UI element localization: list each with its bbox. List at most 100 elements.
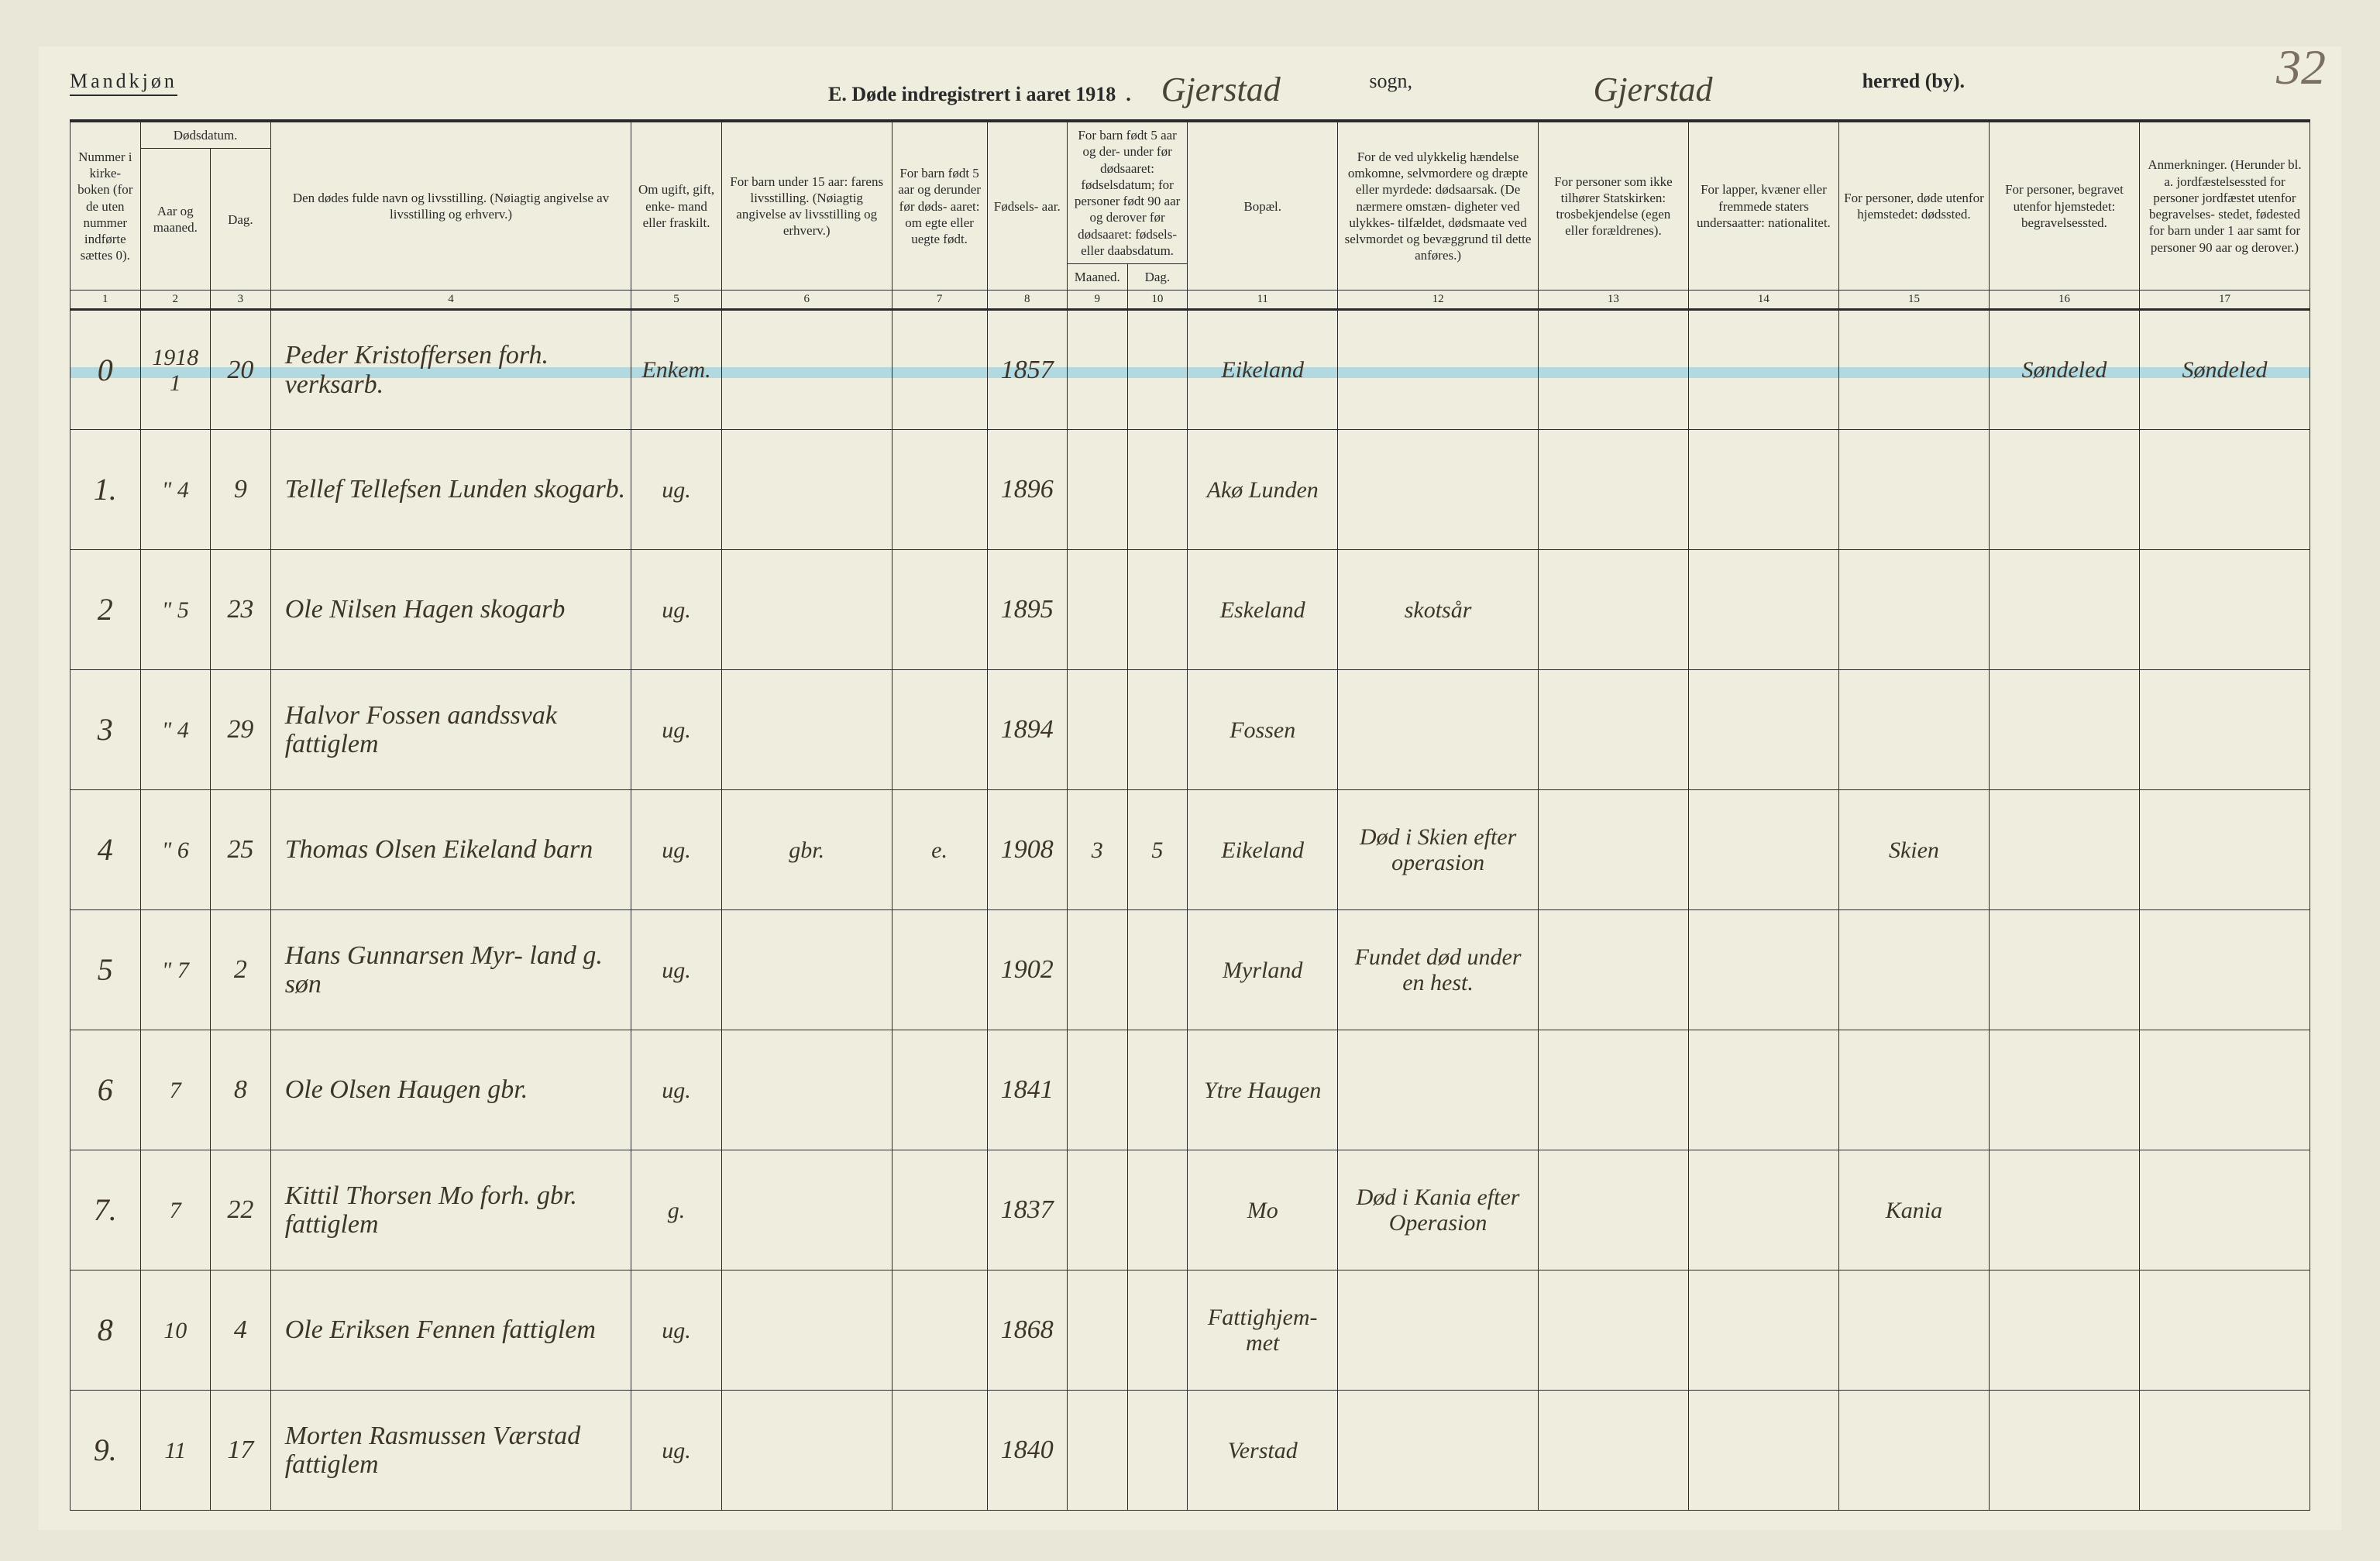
cell-doedssted [1838, 430, 1989, 550]
cell-anm [2139, 430, 2309, 550]
cell-name: Ole Nilsen Hagen skogarb [270, 550, 631, 670]
cell-aar: 11 [140, 1391, 211, 1511]
cell-faren [721, 1391, 892, 1511]
col-header-1: Nummer i kirke- boken (for de uten numme… [71, 122, 141, 291]
cell-doedsaarsak [1338, 1030, 1539, 1150]
cell-mnd [1067, 910, 1127, 1030]
cell-tros [1538, 310, 1688, 430]
cell-begrav [1989, 1030, 2139, 1150]
table-body: 01918 1 20 Peder Kristoffersen forh. verks… [71, 310, 2310, 1511]
colnum-5: 5 [631, 291, 721, 310]
cell-aar: 1918 1 [140, 310, 211, 430]
highlight-stripe [1539, 367, 1688, 378]
cell-faren: gbr. [721, 790, 892, 910]
herred-cursive: Gjerstad [1594, 70, 1713, 108]
highlight-stripe [1338, 367, 1538, 378]
cell-anm [2139, 1270, 2309, 1391]
cell-status: g. [631, 1150, 721, 1270]
cell-faren [721, 670, 892, 790]
cell-faren [721, 1150, 892, 1270]
colnum-2: 2 [140, 291, 211, 310]
cell-num: 0 [71, 310, 141, 430]
cell-doedsaarsak [1338, 310, 1539, 430]
cell-mnd: 3 [1067, 790, 1127, 910]
cell-nat [1688, 1030, 1838, 1150]
cell-nat [1688, 550, 1838, 670]
cell-ddag: 5 [1127, 790, 1188, 910]
cell-dag: 23 [211, 550, 271, 670]
colnum-10: 10 [1127, 291, 1188, 310]
cell-begrav [1989, 670, 2139, 790]
cell-ddag [1127, 1391, 1188, 1511]
col-header-9-10: For barn født 5 aar og der- under før dø… [1067, 122, 1187, 264]
highlight-stripe [1689, 367, 1838, 378]
highlight-stripe [1068, 367, 1127, 378]
cell-anm [2139, 1391, 2309, 1511]
cell-text: Søndeled [2182, 357, 2268, 383]
cell-mnd [1067, 1270, 1127, 1391]
cell-doedssted [1838, 550, 1989, 670]
cell-dag: 9 [211, 430, 271, 550]
cell-name: Ole Olsen Haugen gbr. [270, 1030, 631, 1150]
highlight-stripe [722, 367, 892, 378]
cell-mnd [1067, 670, 1127, 790]
cell-bopael: Fattighjem- met [1188, 1270, 1338, 1391]
colnum-6: 6 [721, 291, 892, 310]
cell-dag: 4 [211, 1270, 271, 1391]
col-header-4: Den dødes fulde navn og livsstilling. (N… [270, 122, 631, 291]
cell-bopael: Mo [1188, 1150, 1338, 1270]
cell-status: ug. [631, 910, 721, 1030]
cell-text: 1918 1 [152, 345, 198, 396]
cell-text: 1857 [1001, 356, 1054, 384]
cell-nat [1688, 1270, 1838, 1391]
cell-num: 9. [71, 1391, 141, 1511]
cell-num: 2 [71, 550, 141, 670]
colnum-15: 15 [1838, 291, 1989, 310]
colnum-12: 12 [1338, 291, 1539, 310]
table-row: 4" 625Thomas Olsen Eikeland barnug.gbr.e… [71, 790, 2310, 910]
cell-status: ug. [631, 670, 721, 790]
cell-status: ug. [631, 1030, 721, 1150]
cell-faar: 1894 [987, 670, 1067, 790]
cell-doedssted [1838, 1270, 1989, 1391]
cell-anm [2139, 1030, 2309, 1150]
table-row: 7.722Kittil Thorsen Mo forh. gbr. fattig… [71, 1150, 2310, 1270]
cell-bopael: Ytre Haugen [1188, 1030, 1338, 1150]
cell-doedsaarsak: Død i Kania efter Operasion [1338, 1150, 1539, 1270]
col-header-2b-dag: Dag. [211, 149, 271, 291]
col-header-11: Bopæl. [1188, 122, 1338, 291]
table-row: 9.1117Morten Rasmussen Værstad fattiglem… [71, 1391, 2310, 1511]
cell-nat [1688, 910, 1838, 1030]
cell-nat [1688, 1150, 1838, 1270]
cell-text: 20 [227, 356, 253, 384]
cell-anm [2139, 790, 2309, 910]
cell-text: Peder Kristoffersen forh. verksarb. [285, 341, 549, 398]
cell-aar: " 4 [140, 430, 211, 550]
cell-tros [1538, 1270, 1688, 1391]
gender-label: Mandkjøn [70, 70, 177, 96]
cell-egte [892, 550, 987, 670]
cell-dag: 17 [211, 1391, 271, 1511]
col-header-15: For personer, døde utenfor hjemstedet: d… [1838, 122, 1989, 291]
cell-doedsaarsak: skotsår [1338, 550, 1539, 670]
cell-ddag [1127, 310, 1188, 430]
herred-block: Gjerstad [1594, 70, 1713, 109]
cell-name: Halvor Fossen aandssvak fattiglem [270, 670, 631, 790]
cell-status: ug. [631, 430, 721, 550]
cell-dag: 25 [211, 790, 271, 910]
cell-faren [721, 1270, 892, 1391]
cell-anm [2139, 670, 2309, 790]
cell-name: Tellef Tellefsen Lunden skogarb. [270, 430, 631, 550]
column-number-row: 1 2 3 4 5 6 7 8 9 10 11 12 13 14 15 16 1… [71, 291, 2310, 310]
cell-begrav [1989, 790, 2139, 910]
cell-name: Hans Gunnarsen Myr- land g. søn [270, 910, 631, 1030]
cell-mnd [1067, 1391, 1127, 1511]
colnum-14: 14 [1688, 291, 1838, 310]
register-table: Nummer i kirke- boken (for de uten numme… [70, 122, 2310, 1511]
cell-bopael: Eskeland [1188, 550, 1338, 670]
cell-text: Søndeled [2021, 357, 2107, 383]
cell-begrav [1989, 550, 2139, 670]
cell-begrav [1989, 430, 2139, 550]
cell-anm [2139, 1150, 2309, 1270]
cell-faar: 1896 [987, 430, 1067, 550]
